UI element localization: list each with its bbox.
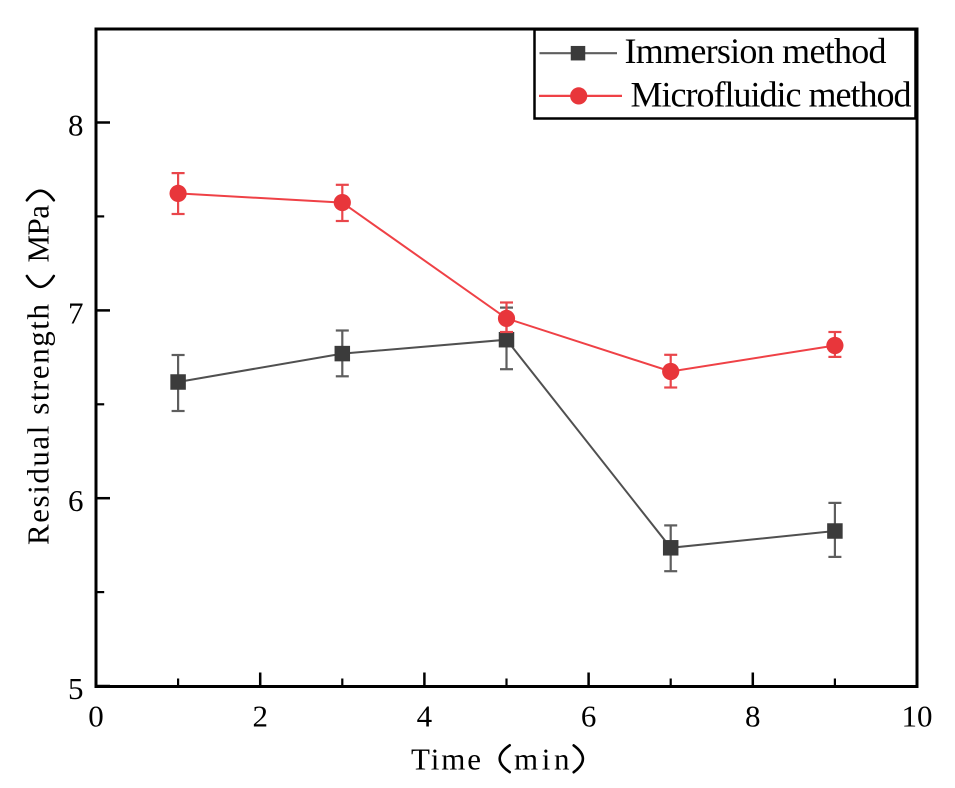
svg-text:2: 2 xyxy=(252,698,268,733)
svg-text:6: 6 xyxy=(68,483,84,518)
svg-text:Immersion method: Immersion method xyxy=(625,31,887,71)
svg-text:Microfluidic method: Microfluidic method xyxy=(631,75,912,115)
svg-text:8: 8 xyxy=(745,698,761,733)
svg-text:Residual strength: Residual strength xyxy=(21,304,56,546)
svg-text:10: 10 xyxy=(902,698,933,733)
svg-text:8: 8 xyxy=(68,108,84,143)
svg-text:7: 7 xyxy=(68,295,84,330)
svg-text:6: 6 xyxy=(581,698,597,733)
svg-text:5: 5 xyxy=(68,671,84,706)
svg-text:0: 0 xyxy=(88,698,104,733)
svg-text:min: min xyxy=(514,741,570,776)
svg-text:MPa: MPa xyxy=(21,205,56,263)
svg-text:Time: Time xyxy=(411,741,481,776)
svg-text:4: 4 xyxy=(417,698,433,733)
